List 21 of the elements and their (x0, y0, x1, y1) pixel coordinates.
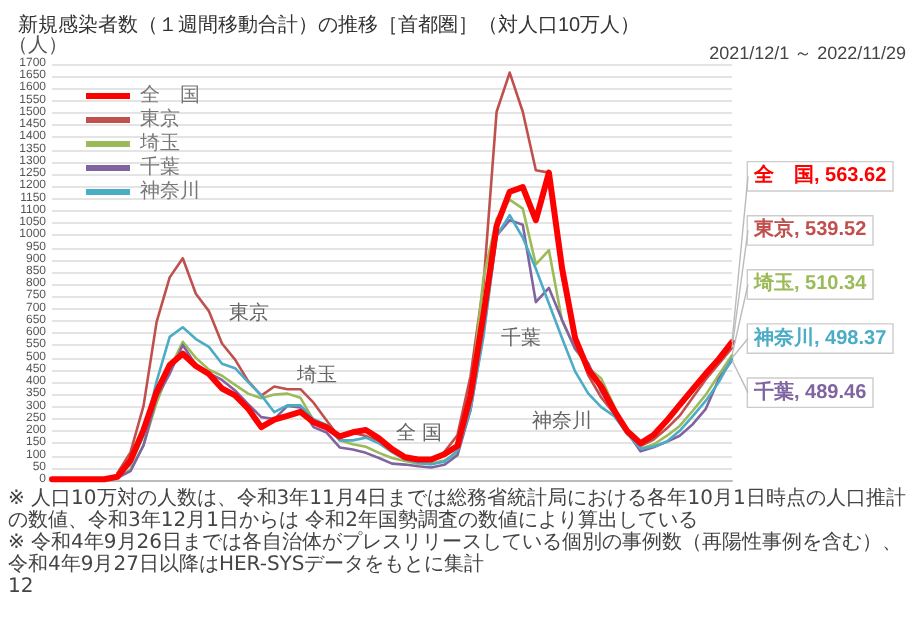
data-label: 埼玉, 510.34 (752, 271, 868, 296)
data-label: 東京, 539.52 (752, 217, 868, 242)
annotation: 神奈川 (532, 408, 592, 433)
annotation: 全 国 (396, 421, 442, 446)
annotation: 東京 (229, 300, 270, 325)
data-label: 全 国, 563.62 (752, 163, 888, 188)
legend-label: 千葉 (140, 155, 180, 179)
annotation: 千葉 (501, 325, 542, 350)
text: ※ 令和4年9月26日までは各自治体がプレスリリースしている個別の事例数（再陽性事例を含む）、令和4年9月27日以降はHER-SYSデータをもとに集計 (8, 532, 905, 576)
legend-label: 全 国 (140, 83, 200, 107)
legend-label: 埼玉 (138, 131, 180, 155)
data-label: 神奈川, 498.37 (752, 325, 888, 350)
chart-title: 新規感染者数（１週間移動合計）の推移［首都圏］（対人口10万人） (18, 13, 641, 37)
y-axis-title: （人） (8, 35, 68, 57)
text: 12 (8, 576, 36, 598)
annotation: 埼玉 (295, 363, 338, 387)
data-label: 千葉, 489.46 (752, 379, 868, 404)
legend-label: 神奈川 (140, 179, 200, 203)
legend-label: 東京 (140, 107, 180, 131)
text: ※ 人口10万対の人数は、令和3年11月4日までは総務省統計局における各年10月1日時点の人口推計の数値、令和3年12月1日からは 令和2年国勢調査の数値により算出している (8, 488, 908, 532)
text: 2021/12/1 ～ 2022/11/29 (709, 43, 907, 63)
